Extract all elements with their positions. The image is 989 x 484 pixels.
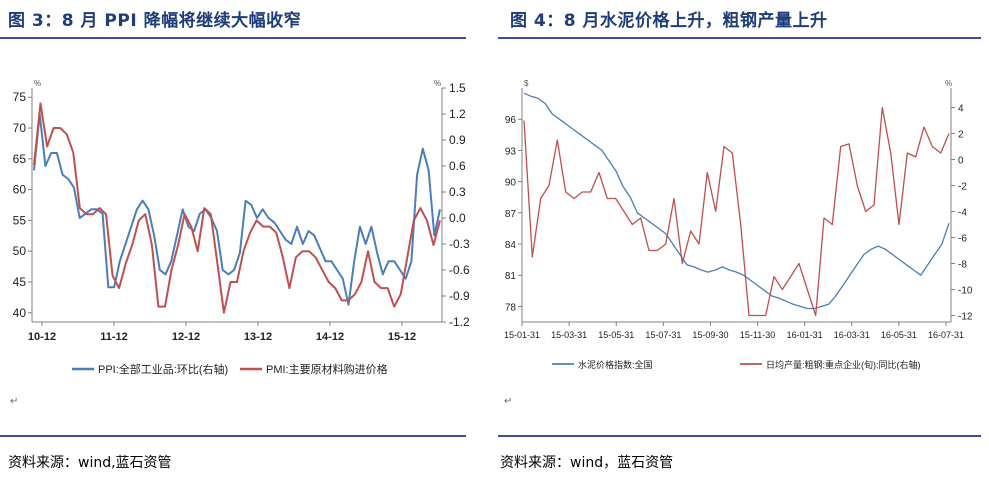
right-right-tick-label: 2 — [958, 130, 964, 141]
left-x-tick-label: 10-12 — [28, 331, 56, 343]
left-x-tick-label: 11-12 — [100, 331, 128, 343]
left-right-tick-label: -1.2 — [449, 315, 470, 329]
right-right-unit-label: % — [945, 79, 952, 88]
left-left-tick-label: 70 — [13, 121, 27, 135]
right-left-tick-label: 81 — [505, 271, 517, 282]
right-legend-label-2: 日均产量:粗钢:重点企业(旬):同比(右轴) — [766, 359, 921, 370]
right-right-tick-label: -8 — [958, 260, 967, 271]
cement-steel-chart: $ % 78 81 84 87 90 93 96 4 2 0 -2 -4 -6 -8 -10 -12 15-01-3… — [504, 79, 973, 370]
left-left-tick-label: 40 — [13, 306, 27, 320]
left-left-tick-label: 55 — [13, 213, 27, 227]
left-left-tick-label: 75 — [13, 90, 27, 104]
right-left-tick-label: 84 — [505, 240, 517, 251]
left-left-tick-label: 50 — [13, 244, 27, 258]
left-legend-label-1: PPI:全部工业品:环比(右轴) — [98, 362, 228, 376]
right-left-tick-label: 90 — [505, 178, 517, 189]
left-right-tick-label: -0.9 — [449, 289, 470, 303]
left-left-unit-label: % — [34, 79, 41, 88]
right-right-tick-label: 0 — [958, 156, 964, 167]
right-left-tick-label: 96 — [505, 115, 517, 126]
left-series-line-1 — [33, 113, 441, 306]
source-note-left: 资料来源：wind,蓝石资管 — [8, 455, 172, 471]
ppi-pmi-chart: % % 40 45 50 55 60 65 70 75 1.5 1.2 0.9 0.6 0.3 0.0 -0.3… — [13, 79, 470, 376]
left-right-tick-label: 0.9 — [449, 133, 466, 147]
left-left-tick-label: 65 — [13, 152, 27, 166]
left-right-tick-label: 1.5 — [449, 81, 466, 95]
left-left-tick-label: 60 — [13, 183, 27, 197]
right-series-line-1 — [523, 92, 950, 310]
right-right-tick-label: -12 — [958, 312, 973, 323]
right-right-tick-label: -10 — [958, 286, 973, 297]
left-right-unit-label: % — [434, 79, 441, 88]
left-right-tick-label: -0.6 — [449, 263, 470, 277]
bottom-divider-right — [498, 435, 981, 437]
right-left-tick-label: 93 — [505, 146, 517, 157]
right-series-line-2 — [523, 106, 950, 317]
left-left-tick-label: 45 — [13, 275, 27, 289]
right-x-tick-label: 16-05-31 — [881, 330, 917, 340]
right-left-unit-label: $ — [524, 79, 529, 88]
bottom-divider-left — [0, 435, 466, 437]
left-legend-label-2: PMI:主要原材料购进价格 — [266, 362, 388, 376]
left-x-tick-label: 15-12 — [388, 331, 416, 343]
right-right-tick-label: -2 — [958, 182, 967, 193]
source-note-right: 资料来源：wind，蓝石资管 — [500, 455, 674, 471]
paragraph-mark-icon: ↵ — [504, 396, 513, 407]
left-right-tick-label: 0.6 — [449, 159, 466, 173]
left-x-tick-label: 12-12 — [172, 331, 200, 343]
left-right-tick-label: 0.3 — [449, 185, 466, 199]
title-divider-right — [498, 37, 981, 39]
right-x-tick-label: 15-07-31 — [645, 330, 681, 340]
right-right-tick-label: 4 — [958, 104, 964, 115]
right-x-tick-label: 15-01-31 — [504, 330, 540, 340]
left-right-tick-label: 0.0 — [449, 211, 466, 225]
right-left-tick-label: 78 — [505, 302, 517, 313]
left-x-tick-label: 13-12 — [244, 331, 272, 343]
title-divider-left — [0, 37, 466, 39]
left-series-line-2 — [33, 102, 441, 314]
left-right-tick-label: 1.2 — [449, 107, 466, 121]
left-x-tick-label: 14-12 — [316, 331, 344, 343]
right-right-tick-label: -4 — [958, 208, 967, 219]
right-x-tick-label: 16-03-31 — [834, 330, 870, 340]
right-x-tick-label: 16-01-31 — [787, 330, 823, 340]
chart-title-left: 图 3：8 月 PPI 降幅将继续大幅收窄 — [8, 11, 302, 31]
right-x-tick-label: 15-09-30 — [692, 330, 728, 340]
right-legend-label-1: 水泥价格指数:全国 — [578, 359, 653, 370]
paragraph-mark-icon: ↵ — [10, 396, 19, 407]
left-right-tick-label: -0.3 — [449, 237, 470, 251]
right-x-tick-label: 15-05-31 — [598, 330, 634, 340]
right-right-tick-label: -6 — [958, 234, 967, 245]
right-left-tick-label: 87 — [505, 209, 517, 220]
right-panel: 图 4：8 月水泥价格上升，粗钢产量上升 $% 78 81 84 87 90 93 96 4 2 0… — [498, 0, 989, 484]
right-x-tick-label: 15-11-30 — [740, 330, 775, 340]
chart-title-right: 图 4：8 月水泥价格上升，粗钢产量上升 — [510, 11, 828, 31]
right-x-tick-label: 16-07-31 — [928, 330, 964, 340]
left-panel: 图 3：8 月 PPI 降幅将继续大幅收窄 %% 40 45 50 55 60 65 70 75… — [0, 0, 478, 484]
right-x-tick-label: 15-03-31 — [551, 330, 587, 340]
